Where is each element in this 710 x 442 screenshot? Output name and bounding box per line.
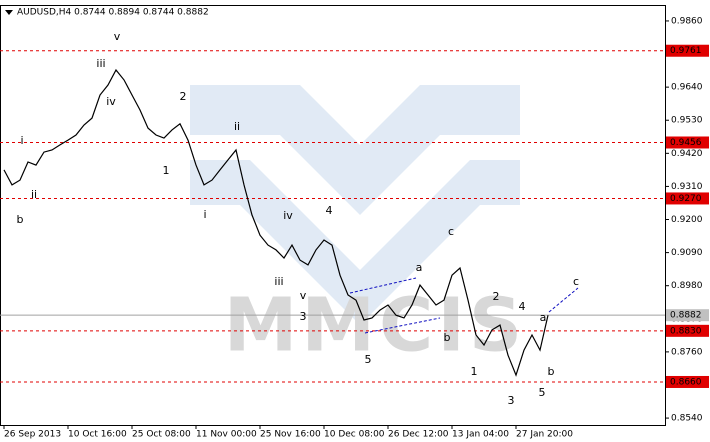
channel-line bbox=[364, 317, 441, 334]
wave-label: a bbox=[540, 311, 547, 324]
wave-label: 2 bbox=[180, 90, 187, 103]
y-tick-label: 0.8540 bbox=[671, 414, 703, 424]
wave-label: i bbox=[20, 134, 23, 147]
level-label: 0.9761 bbox=[670, 46, 702, 56]
wave-label: i bbox=[203, 208, 206, 221]
x-tick-label: 13 Jan 04:00 bbox=[452, 430, 509, 440]
x-tick-label: 25 Nov 16:00 bbox=[260, 430, 321, 440]
level-label-box bbox=[666, 375, 709, 388]
wave-label: a bbox=[416, 261, 423, 274]
wave-label: 3 bbox=[300, 310, 307, 323]
level-label: 0.9270 bbox=[670, 194, 702, 204]
wave-label: c bbox=[573, 275, 579, 288]
chart-title: AUDUSD,H4 0.8744 0.8894 0.8744 0.8882 bbox=[17, 8, 209, 18]
wave-label: c bbox=[448, 225, 454, 238]
level-label: 0.9456 bbox=[670, 138, 702, 148]
y-tick-label: 0.9200 bbox=[671, 215, 703, 225]
wave-label: b bbox=[17, 213, 24, 226]
menu-arrow bbox=[5, 10, 13, 15]
level-label-box bbox=[666, 324, 709, 337]
wave-label: iii bbox=[96, 57, 105, 70]
level-label-box bbox=[666, 136, 709, 149]
projection-line bbox=[548, 287, 579, 313]
level-label: 0.8660 bbox=[670, 377, 702, 387]
x-tick-label: 26 Dec 12:00 bbox=[388, 430, 449, 440]
x-tick-label: 26 Sep 2013 bbox=[4, 430, 61, 440]
y-tick-label: 0.9530 bbox=[671, 116, 703, 126]
y-tick-label: 0.9310 bbox=[671, 182, 703, 192]
level-label-box bbox=[666, 309, 709, 322]
y-tick-label: 0.9860 bbox=[671, 16, 703, 26]
wave-label: ii bbox=[31, 188, 37, 201]
wave-label: 1 bbox=[471, 365, 478, 378]
level-label: 0.8830 bbox=[670, 326, 702, 336]
y-tick-label: 0.9420 bbox=[671, 149, 703, 159]
watermark-logo bbox=[190, 85, 520, 325]
wave-label: 1 bbox=[163, 164, 170, 177]
wave-label: iii bbox=[274, 275, 283, 288]
y-tick-label: 0.9640 bbox=[671, 83, 703, 93]
x-tick-label: 10 Dec 08:00 bbox=[324, 430, 385, 440]
level-label: 0.8882 bbox=[670, 311, 702, 321]
wave-label: iv bbox=[106, 95, 116, 108]
x-tick-label: 27 Jan 20:00 bbox=[516, 430, 573, 440]
y-tick-label: 0.9090 bbox=[671, 248, 703, 258]
wave-label: 4 bbox=[326, 204, 333, 217]
wave-label: v bbox=[114, 30, 121, 43]
y-tick-label: 0.8980 bbox=[671, 281, 703, 291]
watermark-group bbox=[190, 85, 520, 325]
price-line bbox=[3, 68, 549, 377]
x-tick-label: 11 Nov 00:00 bbox=[196, 430, 257, 440]
wave-label: 3 bbox=[508, 394, 515, 407]
wave-label: 5 bbox=[365, 353, 372, 366]
wave-label: 4 bbox=[519, 300, 526, 313]
wave-label: v bbox=[300, 289, 307, 302]
channel-line bbox=[349, 277, 417, 294]
wave-label: b bbox=[548, 365, 555, 378]
wave-label: b bbox=[444, 331, 451, 344]
wave-label: 2 bbox=[493, 290, 500, 303]
wave-label: iv bbox=[283, 209, 293, 222]
x-tick-label: 10 Oct 16:00 bbox=[68, 430, 127, 440]
channel bbox=[349, 277, 579, 334]
watermark-text: MMCIS bbox=[224, 283, 526, 369]
level-label-box bbox=[666, 192, 709, 205]
wave-label: 5 bbox=[539, 386, 546, 399]
y-tick-label: 0.8760 bbox=[671, 347, 703, 357]
plot-frame bbox=[0, 5, 666, 426]
x-tick-label: 25 Oct 08:00 bbox=[132, 430, 191, 440]
wave-label: ii bbox=[234, 120, 240, 133]
level-label-box bbox=[666, 44, 709, 57]
